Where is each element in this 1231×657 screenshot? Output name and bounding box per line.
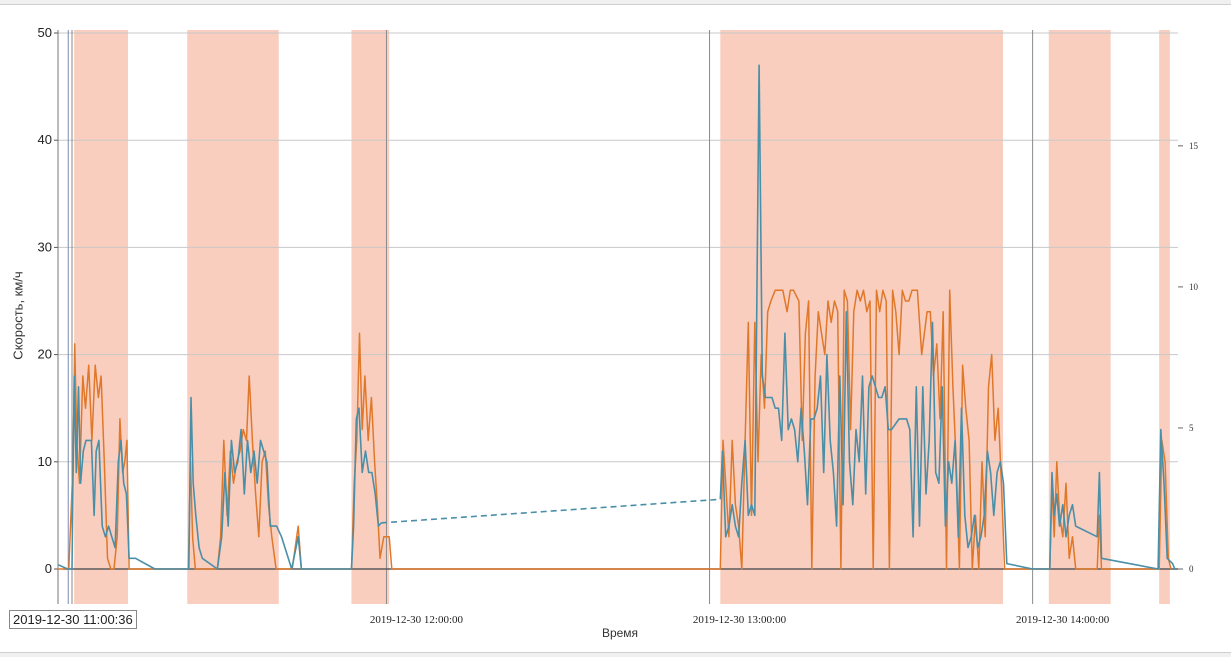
y-tick-label-50: 50 — [38, 25, 52, 40]
x-tick-label-1: 2019-12-30 13:00:00 — [693, 614, 787, 626]
left-y-axis: 0 10 20 30 40 50 — [38, 25, 59, 604]
shaded-interval-1 — [187, 30, 279, 604]
y-tick-label-20: 20 — [38, 347, 52, 362]
bottom-status-strip — [0, 652, 1231, 657]
y2-tick-label-0: 0 — [1189, 564, 1194, 574]
x-tick-label-0: 2019-12-30 12:00:00 — [370, 614, 464, 626]
teal-series-line-part-1 — [57, 375, 382, 570]
y2-tick-label-15: 15 — [1189, 141, 1199, 151]
y-tick-label-30: 30 — [38, 239, 52, 254]
cursor-time-readout: 2019-12-30 11:00:36 — [9, 610, 137, 629]
y-tick-label-0: 0 — [45, 561, 52, 576]
y2-tick-label-10: 10 — [1189, 282, 1199, 292]
y-axis-title: Скорость, км/ч — [10, 271, 26, 360]
x-tick-label-2: 2019-12-30 14:00:00 — [1016, 614, 1110, 626]
shaded-interval-5 — [1159, 30, 1170, 604]
right-y-axis: 0 5 10 15 — [1178, 141, 1199, 574]
y2-tick-label-5: 5 — [1189, 423, 1194, 433]
shaded-interval-0 — [74, 30, 128, 604]
x-axis-title: Время — [601, 626, 639, 640]
teal-series-gap-dashed — [381, 498, 721, 524]
orange-series-line — [58, 289, 1172, 570]
top-toolbar-strip — [0, 0, 1231, 5]
shaded-interval-2 — [351, 30, 390, 604]
data-series — [57, 64, 1178, 570]
teal-series-line-part-2 — [719, 64, 1176, 570]
y-tick-label-40: 40 — [38, 132, 52, 147]
x-axis: 2019-12-30 12:00:00 2019-12-30 13:00:00 20… — [370, 614, 1110, 626]
y-tick-label-10: 10 — [38, 454, 52, 469]
